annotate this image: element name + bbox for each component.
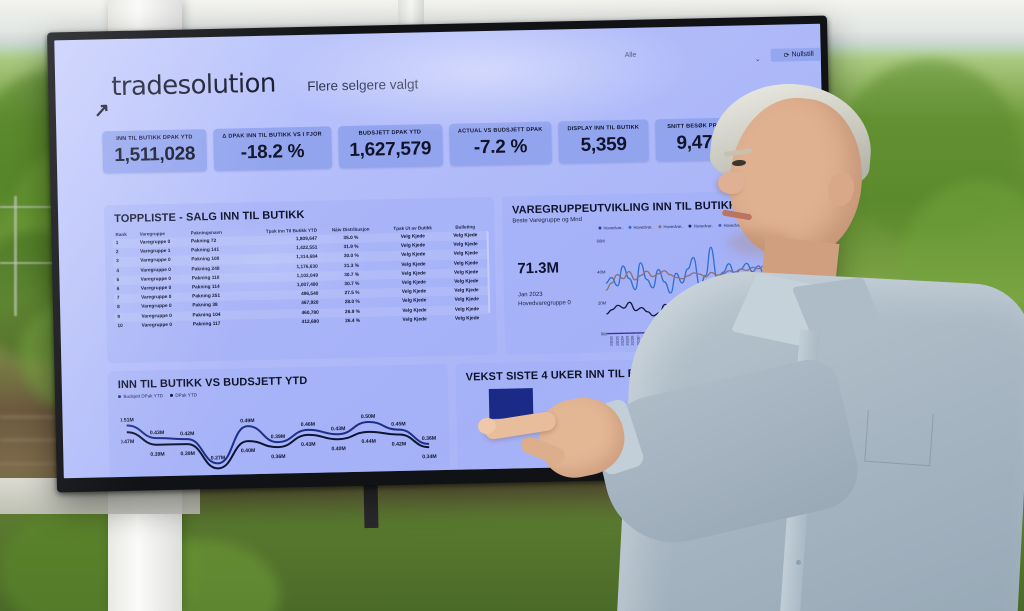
shirt-button bbox=[796, 560, 801, 565]
legend-item[interactable]: DPak YTD bbox=[169, 392, 197, 398]
data-label: 0.36M bbox=[422, 436, 437, 442]
reset-button[interactable]: ⟳ Nullstill bbox=[770, 47, 827, 62]
kpi-label: INN TIL BUTIKK DPAK YTD bbox=[116, 134, 193, 143]
table-cell: 412,680 bbox=[301, 319, 320, 325]
y-tick-label: 60M bbox=[596, 238, 605, 244]
table-cell: 4 bbox=[116, 268, 120, 274]
logo-arrow-icon: ↗ bbox=[93, 99, 111, 122]
utility-pole bbox=[14, 196, 17, 316]
chart-series-line bbox=[126, 430, 430, 470]
data-label: 0.45M bbox=[391, 421, 406, 427]
legend-label: DPak YTD bbox=[175, 392, 197, 398]
refresh-icon: ⟳ bbox=[783, 51, 790, 59]
data-label: 0.24M bbox=[211, 475, 226, 478]
legend-swatch bbox=[117, 394, 122, 399]
panel-budsjett: INN TIL BUTIKK VS BUDSJETT YTD Budsjett … bbox=[107, 363, 451, 479]
nose bbox=[718, 172, 744, 194]
kpi-card-inn-til-butikk[interactable]: INN TIL BUTIKK DPAK YTD 1,511,028 bbox=[102, 129, 208, 174]
data-label: 0.42M bbox=[180, 431, 195, 437]
data-label: 0.49M bbox=[240, 418, 255, 424]
panel-toppliste: TOPPLISTE - SALG INN TIL BUTIKK Rank Var… bbox=[103, 196, 498, 364]
table-cell: Velg Kjede bbox=[402, 317, 427, 323]
varegruppe-total-value: 71.3M bbox=[517, 259, 560, 278]
chevron-down-icon[interactable]: ⌄ bbox=[754, 56, 761, 64]
data-label: 0.39M bbox=[150, 452, 165, 458]
budsjett-line-chart[interactable]: 0.51M 0.43M 0.42M 0.27M 0.49M 0.39M 0.46M 0.43M… bbox=[120, 394, 438, 479]
legend-swatch bbox=[169, 393, 174, 398]
kpi-value: -18.2 % bbox=[240, 140, 305, 164]
kpi-label: ACTUAL VS BUDSJETT DPAK bbox=[457, 126, 543, 135]
legend-item[interactable]: Budsjett DPak YTD bbox=[117, 393, 163, 399]
data-label: 0.40M bbox=[241, 448, 256, 454]
all-filter-label[interactable]: Alle bbox=[624, 51, 637, 59]
toppliste-table[interactable]: Rank Varegruppe Pakningsnavn Tpak Inn Ti… bbox=[112, 222, 489, 331]
utility-pole bbox=[0, 262, 90, 264]
kpi-label: BUDSJETT DPAK YTD bbox=[358, 129, 422, 137]
tv-stand bbox=[363, 481, 379, 529]
table-cell: 10 bbox=[117, 323, 123, 329]
y-axis-ticks: 60M 40M 20M 0M bbox=[587, 238, 607, 338]
kpi-value: -7.2 % bbox=[473, 136, 528, 159]
table-cell: Pakning 117 bbox=[192, 321, 221, 328]
kpi-value: 1,627,579 bbox=[349, 138, 432, 161]
data-label: 0.40M bbox=[331, 446, 346, 452]
kpi-label: Δ DPAK INN TIL BUTIKK VS I FJOR bbox=[222, 131, 322, 140]
data-label: 0.27M bbox=[211, 455, 226, 461]
data-label: 0.51M bbox=[120, 417, 134, 423]
data-label: 0.47M bbox=[120, 439, 134, 445]
panel-title: TOPPLISTE - SALG INN TIL BUTIKK bbox=[114, 208, 305, 226]
reset-button-label: Nullstill bbox=[791, 50, 814, 59]
person-presenting bbox=[476, 77, 1024, 611]
data-label: 0.50M bbox=[361, 414, 376, 420]
data-label: 0.39M bbox=[180, 451, 195, 457]
caption-series: Hovedvaregruppe 0 bbox=[518, 299, 571, 308]
utility-pole bbox=[0, 206, 90, 208]
data-label: 0.43M bbox=[331, 426, 346, 432]
data-label: 0.39M bbox=[271, 434, 286, 440]
table-cell: 26.4 % bbox=[345, 318, 361, 324]
data-label: 0.43M bbox=[150, 430, 165, 436]
table-cell: Varegruppe 0 bbox=[141, 322, 173, 329]
data-label: 0.43M bbox=[301, 442, 316, 448]
shirt-pocket bbox=[864, 409, 934, 467]
toppliste-body: 1 Varegruppe 0 Pakning 72 1,809,647 35.0 % Ve… bbox=[112, 231, 489, 331]
kpi-card-actual-vs-budsjett[interactable]: ACTUAL VS BUDSJETT DPAK -7.2 % bbox=[448, 121, 553, 166]
data-label: 0.44M bbox=[361, 439, 376, 445]
legend-swatch bbox=[598, 226, 602, 230]
varegruppe-caption: Jan 2023 Hovedvaregruppe 0 bbox=[518, 290, 571, 309]
kpi-card-delta-vs-fjor[interactable]: Δ DPAK INN TIL BUTIKK VS I FJOR -18.2 % bbox=[213, 126, 332, 171]
kpi-card-budsjett[interactable]: BUDSJETT DPAK YTD 1,627,579 bbox=[337, 123, 443, 169]
tradesolution-logo: tradesolution bbox=[110, 68, 277, 103]
data-label: 0.34M bbox=[422, 454, 437, 460]
data-label: 0.36M bbox=[271, 454, 286, 460]
y-tick-label: 40M bbox=[597, 269, 606, 275]
selection-subtitle: Flere selgere valgt bbox=[307, 76, 419, 94]
chart-series-line bbox=[126, 420, 430, 465]
legend-label: Budsjett DPak YTD bbox=[123, 393, 163, 399]
kpi-value: 1,511,028 bbox=[114, 143, 196, 167]
y-tick-label: 20M bbox=[597, 300, 607, 306]
table-cell: Velg Kjede bbox=[454, 315, 480, 322]
bar[interactable] bbox=[488, 384, 534, 420]
data-label: 0.42M bbox=[392, 441, 407, 447]
data-label: 0.46M bbox=[301, 422, 316, 428]
